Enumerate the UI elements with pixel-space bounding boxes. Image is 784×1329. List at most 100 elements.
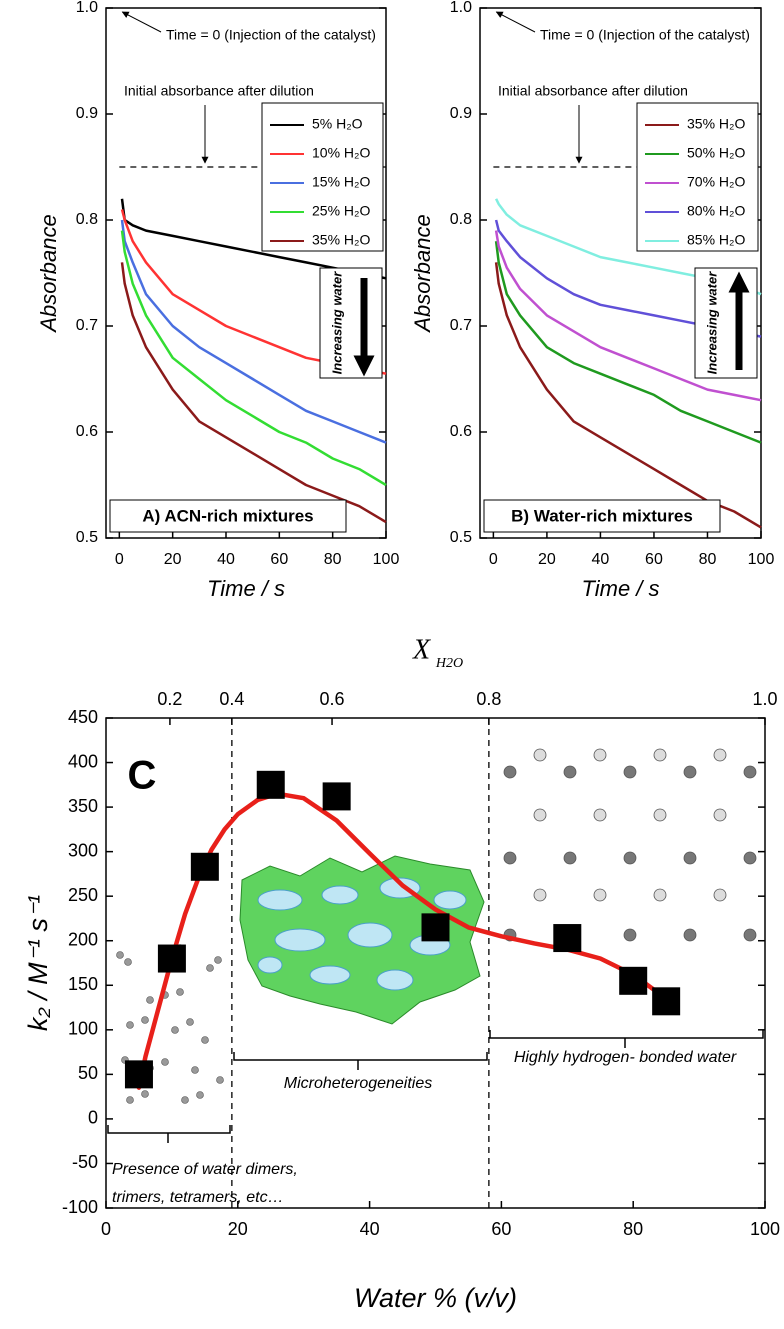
y-tick-label: 250 <box>68 885 98 905</box>
annotation: Highly hydrogen- bonded water <box>514 1049 737 1066</box>
x2-tick-label: 0.4 <box>219 689 244 709</box>
x-tick-label: 100 <box>748 551 775 568</box>
data-point <box>619 966 648 995</box>
x2-axis-label-sub: H2O <box>435 656 463 671</box>
x2-axis-label: X <box>412 634 431 665</box>
annotation: trimers, tetramers, etc… <box>112 1189 284 1206</box>
x-axis-label: Time / s <box>581 576 659 601</box>
x-tick-label: 80 <box>623 1219 643 1239</box>
x-tick-label: 0 <box>489 551 498 568</box>
x-tick-label: 40 <box>217 551 235 568</box>
plot-frame <box>479 7 762 539</box>
y-tick-label: 1.0 <box>76 0 98 16</box>
data-line <box>120 219 387 444</box>
legend-box <box>636 102 759 252</box>
y-tick-label: 0.8 <box>450 211 472 228</box>
x-tick-label: 20 <box>164 551 182 568</box>
panel-label-box <box>109 499 347 533</box>
y-tick-label: 150 <box>68 974 98 994</box>
data-point <box>190 852 219 881</box>
annotation: Time = 0 (Injection of the catalyst) <box>540 27 750 43</box>
brackets <box>107 1030 764 1143</box>
panel-label-box <box>483 499 721 533</box>
x-tick-label: 80 <box>699 551 717 568</box>
y-tick-label: 100 <box>68 1019 98 1039</box>
x-tick-label: 100 <box>373 551 400 568</box>
x-axis-label: Water % (v/v) <box>354 1283 517 1313</box>
legend-label: 80% H₂O <box>687 203 745 219</box>
y-tick-label: 0.8 <box>76 211 98 228</box>
ice-lattice-sketch <box>503 748 757 942</box>
y-tick-label: 400 <box>68 751 98 771</box>
x-tick-label: 20 <box>228 1219 248 1239</box>
x2-tick-label: 1.0 <box>752 689 777 709</box>
legend-label: 35% H₂O <box>687 116 745 132</box>
legend-box <box>261 102 384 252</box>
panel-label: A) ACN-rich mixtures <box>142 506 313 525</box>
legend-label: 50% H₂O <box>687 145 745 161</box>
x-tick-label: 100 <box>750 1219 780 1239</box>
x2-tick-label: 0.8 <box>476 689 501 709</box>
y-tick-label: -100 <box>62 1197 98 1217</box>
x-tick-label: 60 <box>491 1219 511 1239</box>
y-tick-label: 50 <box>78 1063 98 1083</box>
legend-label: 5% H₂O <box>312 116 363 132</box>
x-tick-label: 80 <box>324 551 342 568</box>
x-tick-label: 60 <box>270 551 288 568</box>
y-tick-label: 0 <box>88 1108 98 1128</box>
annotation: Increasing water <box>329 271 344 375</box>
legend-label: 35% H₂O <box>312 232 370 248</box>
y-tick-label: 0.5 <box>450 529 472 546</box>
data-point <box>322 782 351 811</box>
data-point <box>256 770 285 799</box>
y-axis-label: Absorbance <box>36 214 61 333</box>
annotation: Microheterogeneities <box>284 1075 433 1092</box>
data-line <box>494 241 762 444</box>
data-point <box>652 987 681 1016</box>
legend-label: 70% H₂O <box>687 174 745 190</box>
annotation-arrow <box>121 11 162 33</box>
x-tick-label: 20 <box>538 551 556 568</box>
x-tick-label: 0 <box>115 551 124 568</box>
legend-label: 15% H₂O <box>312 174 370 190</box>
data-point <box>124 1060 153 1089</box>
annotation: Increasing water <box>704 271 719 375</box>
plot-frame <box>105 717 766 1209</box>
y-tick-label: 450 <box>68 707 98 727</box>
data-point <box>553 924 582 953</box>
annotation: Presence of water dimers, <box>112 1161 298 1178</box>
y-tick-label: 0.9 <box>76 105 98 122</box>
x2-tick-label: 0.6 <box>320 689 345 709</box>
panel-label: B) Water-rich mixtures <box>511 506 693 525</box>
y-tick-label: 350 <box>68 796 98 816</box>
annotation: Initial absorbance after dilution <box>498 83 688 99</box>
x-tick-label: 40 <box>360 1219 380 1239</box>
annotation: Time = 0 (Injection of the catalyst) <box>166 27 376 43</box>
x-tick-label: 60 <box>645 551 663 568</box>
legend-label: 25% H₂O <box>312 203 370 219</box>
legend-label: 10% H₂O <box>312 145 370 161</box>
x-axis-label: Time / s <box>207 576 285 601</box>
data-point <box>421 913 450 942</box>
y-tick-label: 300 <box>68 840 98 860</box>
y-tick-label: 0.6 <box>76 423 98 440</box>
y-tick-label: 0.7 <box>76 317 98 334</box>
y-axis-label: k₂ / M⁻¹ s⁻¹ <box>23 895 53 1031</box>
y-tick-label: 1.0 <box>450 0 472 16</box>
data-line <box>120 230 387 487</box>
x2-tick-label: 0.2 <box>157 689 182 709</box>
y-tick-label: 200 <box>68 929 98 949</box>
y-tick-label: 0.9 <box>450 105 472 122</box>
y-tick-label: 0.7 <box>450 317 472 334</box>
legend-label: 85% H₂O <box>687 232 745 248</box>
x-tick-label: 40 <box>592 551 610 568</box>
data-point <box>157 944 186 973</box>
y-tick-label: -50 <box>72 1152 98 1172</box>
x-tick-label: 0 <box>101 1219 111 1239</box>
data-line <box>494 230 762 402</box>
y-tick-label: 0.5 <box>76 529 98 546</box>
annotation: Initial absorbance after dilution <box>124 83 314 99</box>
data-line <box>120 262 387 524</box>
plot-frame <box>105 7 387 539</box>
